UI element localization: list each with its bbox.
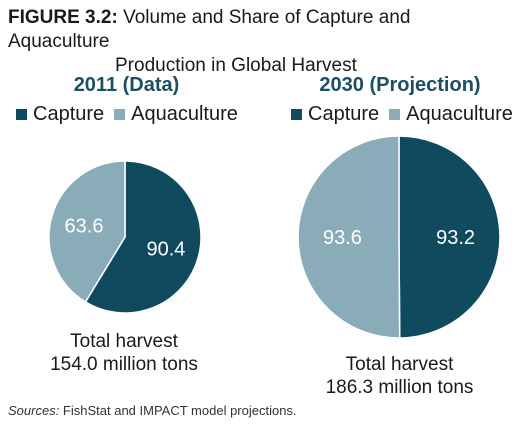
chart-2-title: 2030 (Projection) [319,74,481,96]
legend-label-aquaculture: Aquaculture [131,103,238,125]
slice-label-capture: 90.4 [147,238,186,260]
figure-title-line2: Production in Global Harvest [115,55,357,76]
legend-label-capture: Capture [308,103,380,125]
slice-label-capture: 93.2 [436,227,475,249]
legend-swatch-aquaculture [389,109,401,120]
slice-label-aquaculture: 63.6 [65,216,104,238]
source-text: FishStat and IMPACT model projections. [59,403,297,418]
legend-label-aquaculture: Aquaculture [406,103,513,125]
chart-1-total: Total harvest 154.0 million tons [24,330,224,376]
legend-item-capture: Capture [16,103,104,126]
chart-2-total-line1: Total harvest [345,354,454,375]
pie-chart-2011: 90.4 63.6 [48,160,202,314]
legend-swatch-capture [291,109,302,120]
chart-2-total-line2: 186.3 million tons [325,377,474,398]
pie-slice-capture [84,160,202,314]
chart-1-total-line1: Total harvest [70,331,178,352]
legend-item-aquaculture: Aquaculture [389,103,513,126]
chart-2-legend: Capture Aquaculture [291,103,521,126]
chart-1-total-line2: 154.0 million tons [50,354,198,375]
pie-slice-capture [398,135,501,339]
chart-2-total: Total harvest 186.3 million tons [297,353,502,399]
figure-label: FIGURE 3.2: [8,7,118,28]
source-note: Sources: FishStat and IMPACT model proje… [8,403,297,418]
legend-item-aquaculture: Aquaculture [114,103,238,126]
legend-item-capture: Capture [291,103,379,126]
chart-1-legend: Capture Aquaculture [16,103,248,126]
figure-title: FIGURE 3.2: Volume and Share of Capture … [8,6,513,78]
chart-1-title: 2011 (Data) [73,74,180,96]
pie-slice-aquaculture [297,135,401,339]
legend-swatch-capture [16,109,27,120]
legend-label-capture: Capture [33,103,105,125]
slice-label-aquaculture: 93.6 [323,227,362,249]
pie-chart-2030: 93.2 93.6 [297,135,501,339]
source-label: Sources: [8,403,60,418]
figure-title-line1: Volume and Share of Capture and Aquacult… [8,7,411,52]
pie-slice-aquaculture [48,160,126,303]
legend-swatch-aquaculture [114,109,126,120]
